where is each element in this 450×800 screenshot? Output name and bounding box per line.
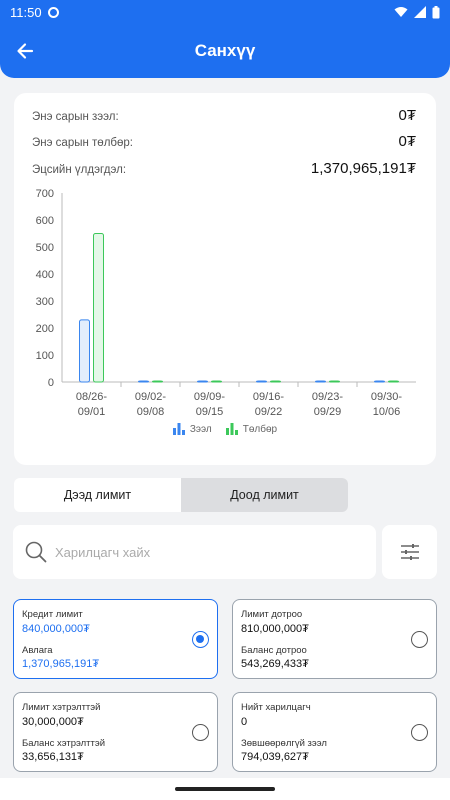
bar-payment <box>152 380 163 383</box>
legend-label: Төлбөр <box>242 423 278 435</box>
finance-summary-card: Энэ сарын зээл: 0₮ Энэ сарын төлбөр: 0₮ … <box>14 93 436 465</box>
status-bar: 11:50 <box>0 0 450 24</box>
card-within-limit[interactable]: Лимит дотроо 810,000,000₮ Баланс дотроо … <box>232 599 437 679</box>
x-tick-label: 09/08 <box>137 406 165 418</box>
x-tick-label: 09/02- <box>135 391 167 403</box>
filter-button[interactable] <box>382 525 437 579</box>
app-bar: Санхүү <box>0 24 450 78</box>
status-time: 11:50 <box>10 4 42 20</box>
loan-payment-chart: 0 100 200 300 400 500 600 700 08/26- 09/01 09/02- 0… <box>14 183 436 443</box>
x-tick-label: 09/22 <box>255 406 283 418</box>
card-value: 840,000,000₮ <box>22 623 90 635</box>
stat-label: Энэ сарын зээл: <box>32 111 119 123</box>
card-total-customers[interactable]: Нийт харилцагч 0 Зөвшөөрөлгүй зээл 794,0… <box>232 692 437 772</box>
card-label: Лимит хэтрэлттэй <box>22 702 101 713</box>
card-over-limit[interactable]: Лимит хэтрэлттэй 30,000,000₮ Баланс хэтр… <box>13 692 218 772</box>
stat-value: 1,370,965,191₮ <box>310 160 416 177</box>
tab-upper-limit[interactable]: Дээд лимит <box>63 488 132 502</box>
card-label: Авлага <box>22 645 53 656</box>
stat-label: Эцсийн үлдэгдэл: <box>32 164 127 176</box>
bar-payment <box>329 380 340 383</box>
stat-monthly-payment: Энэ сарын төлбөр: 0₮ <box>32 133 416 150</box>
card-label: Нийт харилцагч <box>241 702 311 713</box>
radio-button[interactable] <box>411 631 428 648</box>
legend-item-payment: Төлбөр <box>225 423 278 435</box>
card-label: Кредит лимит <box>22 609 83 620</box>
y-tick-label: 100 <box>36 350 54 362</box>
x-tick-label: 08/26- <box>76 391 108 403</box>
search-box <box>13 525 376 579</box>
battery-icon <box>432 5 440 18</box>
tab-lower-limit[interactable]: Доод лимит <box>181 478 348 512</box>
home-indicator[interactable] <box>175 787 275 791</box>
notification-icon <box>47 6 59 18</box>
card-value: 1,370,965,191₮ <box>22 658 100 670</box>
y-tick-label: 0 <box>48 377 54 389</box>
chart-legend: Зээл Төлбөр <box>14 423 436 435</box>
card-value: 810,000,000₮ <box>241 623 309 635</box>
bar-chart-icon <box>172 423 185 435</box>
y-tick-label: 700 <box>36 188 54 200</box>
card-label: Лимит дотроо <box>241 609 303 620</box>
x-tick-label: 09/15 <box>196 406 224 418</box>
y-tick-label: 600 <box>36 215 54 227</box>
y-tick-label: 500 <box>36 242 54 254</box>
card-value: 30,000,000₮ <box>22 716 84 728</box>
sliders-icon <box>400 544 419 560</box>
stat-value: 0₮ <box>398 133 416 150</box>
search-icon <box>25 541 47 563</box>
x-tick-label: 09/09- <box>194 391 226 403</box>
x-tick-label: 09/30- <box>371 391 403 403</box>
x-tick-label: 09/01 <box>78 406 106 418</box>
x-tick-label: 09/29 <box>314 406 342 418</box>
bar-loan <box>138 380 149 383</box>
stat-value: 0₮ <box>398 107 416 124</box>
card-label: Баланс дотроо <box>241 645 307 656</box>
x-tick-label: 09/16- <box>253 391 285 403</box>
stat-monthly-loan: Энэ сарын зээл: 0₮ <box>32 107 416 124</box>
card-value: 0 <box>241 716 248 728</box>
bar-loan <box>197 380 208 383</box>
limit-tabs: Дээд лимит Доод лимит <box>14 478 348 512</box>
bar-payment <box>93 233 104 383</box>
legend-label: Зээл <box>189 423 212 435</box>
radio-button[interactable] <box>192 724 209 741</box>
card-label: Баланс хэтрэлттэй <box>22 738 106 749</box>
card-value: 794,039,627₮ <box>241 751 309 763</box>
y-tick-label: 200 <box>36 323 54 335</box>
arrow-left-icon <box>17 43 34 59</box>
card-value: 33,656,131₮ <box>22 751 84 763</box>
status-icons <box>394 5 440 19</box>
bar-loan <box>374 380 385 383</box>
card-value: 543,269,433₮ <box>241 658 309 670</box>
page-title: Санхүү <box>194 41 256 60</box>
chart-svg: 0 100 200 300 400 500 600 700 08/26- 09/01 09/02- 0… <box>36 188 416 418</box>
back-button[interactable] <box>10 36 40 66</box>
radio-button[interactable] <box>192 631 209 648</box>
bar-payment <box>211 380 222 383</box>
system-nav-bar <box>0 778 450 800</box>
search-input[interactable] <box>55 544 335 560</box>
card-label: Зөвшөөрөлгүй зээл <box>241 738 327 749</box>
legend-item-loan: Зээл <box>172 423 212 435</box>
x-tick-label: 10/06 <box>373 406 401 418</box>
wifi-icon <box>394 7 408 17</box>
stat-label: Энэ сарын төлбөр: <box>32 137 133 149</box>
x-tick-label: 09/23- <box>312 391 344 403</box>
signal-icon <box>414 6 426 18</box>
y-tick-label: 400 <box>36 269 54 281</box>
bar-loan <box>79 319 90 383</box>
radio-button[interactable] <box>411 724 428 741</box>
bar-payment <box>270 380 281 383</box>
bar-loan <box>256 380 267 383</box>
bar-chart-icon <box>225 423 238 435</box>
bar-payment <box>388 380 399 383</box>
y-tick-label: 300 <box>36 296 54 308</box>
stat-final-balance: Эцсийн үлдэгдэл: 1,370,965,191₮ <box>32 160 416 177</box>
bar-loan <box>315 380 326 383</box>
card-credit-limit[interactable]: Кредит лимит 840,000,000₮ Авлага 1,370,9… <box>13 599 218 679</box>
